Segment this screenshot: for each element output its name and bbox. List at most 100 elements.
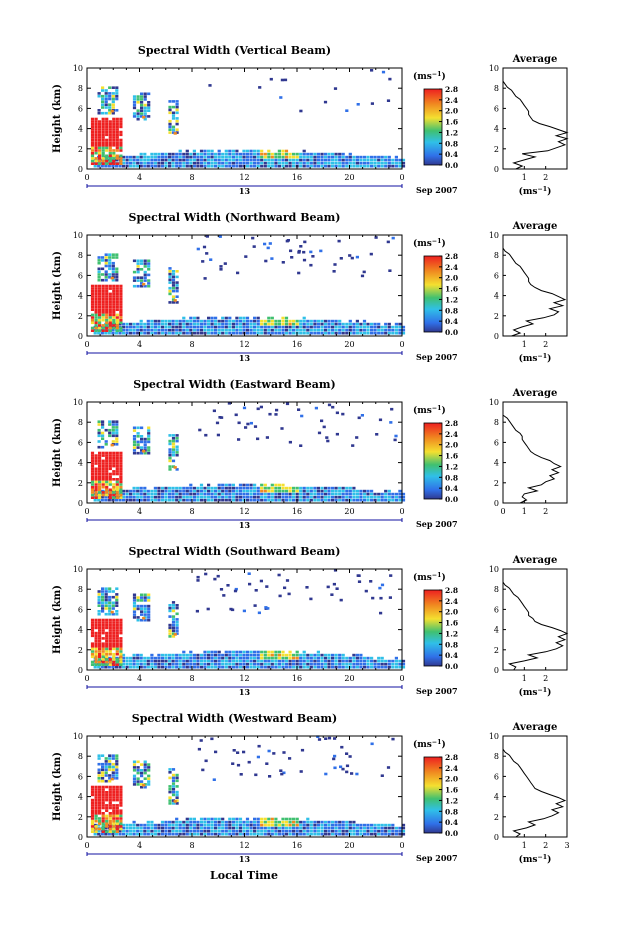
- heatmap-cell: [204, 433, 208, 437]
- heatmap-cell: [295, 820, 299, 824]
- heatmap-cell: [199, 495, 204, 499]
- heatmap-cell: [309, 832, 313, 836]
- heatmap-cell: [157, 161, 161, 165]
- heatmap-cell: [143, 164, 147, 168]
- heatmap-cell: [97, 768, 101, 772]
- heatmap-cell: [202, 245, 207, 249]
- heatmap-cell: [256, 659, 260, 663]
- heatmap-cell: [345, 486, 349, 490]
- heatmap-cell: [277, 331, 281, 335]
- heatmap-cell: [253, 164, 257, 168]
- heatmap-cell: [252, 245, 256, 248]
- heatmap-cell: [129, 823, 133, 827]
- heatmap-cell: [295, 662, 299, 666]
- heatmap-cell: [256, 407, 260, 411]
- heatmap-cell: [108, 94, 112, 98]
- heatmap-cell: [231, 829, 235, 833]
- heatmap-cell: [108, 146, 112, 150]
- heatmap-cell: [139, 486, 143, 490]
- heatmap-cell: [101, 462, 105, 465]
- heatmap-cell: [108, 472, 112, 476]
- heatmap-cell: [115, 420, 119, 423]
- heatmap-cell: [217, 319, 221, 323]
- heatmap-cell: [104, 111, 108, 115]
- heatmap-cell: [377, 659, 381, 663]
- heatmap-cell: [274, 155, 278, 159]
- heatmap-cell: [207, 662, 211, 666]
- heatmap-cell: [94, 663, 98, 666]
- heatmap-cell: [105, 806, 109, 810]
- heatmap-cell: [207, 492, 211, 496]
- heatmap-cell: [139, 656, 143, 660]
- heatmap-cell: [108, 590, 112, 593]
- heatmap-cell: [334, 498, 338, 502]
- heatmap-cell: [97, 423, 101, 426]
- heatmap-cell: [119, 303, 123, 306]
- heatmap-cell: [164, 328, 168, 332]
- heatmap-cell: [352, 656, 356, 660]
- heatmap-cell: [270, 152, 274, 156]
- colorbar-tick-label: 0.4: [445, 150, 458, 159]
- heatmap-cell: [242, 829, 246, 833]
- heatmap-cell: [302, 328, 306, 332]
- heatmap-cell: [274, 495, 278, 499]
- heatmap-cell: [143, 599, 147, 602]
- profile-frame: [502, 401, 568, 504]
- heatmap-cell: [168, 105, 172, 109]
- profile-y-tick-label: 0: [494, 499, 499, 508]
- heatmap-cell: [168, 468, 172, 471]
- heatmap-cell: [94, 120, 98, 123]
- heatmap-cell: [139, 152, 143, 156]
- heatmap-cell: [373, 155, 377, 159]
- heatmap-cell: [143, 328, 147, 332]
- heatmap-cell: [299, 832, 303, 836]
- heatmap-cell: [114, 832, 118, 836]
- heatmap-cell: [359, 826, 363, 830]
- heatmap-cell: [352, 826, 356, 830]
- heatmap-cell: [270, 829, 274, 833]
- heatmap-cell: [213, 577, 217, 581]
- heatmap-cell: [140, 259, 144, 263]
- heatmap-cell: [115, 762, 119, 766]
- x-tick-label: 8: [189, 173, 194, 182]
- heatmap-cell: [192, 164, 196, 168]
- heatmap-cell: [290, 256, 294, 259]
- heatmap-cell: [121, 653, 126, 657]
- heatmap-cell: [196, 316, 200, 320]
- heatmap-cell: [341, 653, 345, 657]
- heatmap-cell: [288, 325, 292, 329]
- panel-title: Spectral Width (Vertical Beam): [138, 44, 331, 57]
- x-tick-label: 16: [292, 841, 302, 850]
- heatmap-cell: [292, 322, 296, 326]
- heatmap-cell: [196, 155, 200, 159]
- heatmap-cell: [147, 437, 151, 441]
- heatmap-cell: [331, 662, 335, 666]
- heatmap-cell: [94, 287, 98, 290]
- heatmap-cell: [274, 659, 278, 663]
- heatmap-cell: [270, 662, 274, 666]
- heatmap-cell: [94, 819, 98, 823]
- heatmap-cell: [175, 103, 179, 106]
- heatmap-cell: [97, 595, 101, 599]
- heatmap-cell: [302, 250, 306, 254]
- heatmap-cell: [136, 284, 140, 288]
- heatmap-cell: [313, 656, 317, 660]
- heatmap-cell: [94, 634, 98, 638]
- heatmap-cell: [249, 665, 253, 669]
- heatmap-cell: [175, 620, 179, 624]
- heatmap-cell: [221, 158, 225, 162]
- heatmap-cell: [256, 495, 260, 499]
- heatmap-cell: [317, 738, 322, 741]
- heatmap-cell: [112, 814, 116, 818]
- heatmap-cell: [132, 596, 137, 599]
- heatmap-cell: [104, 774, 108, 777]
- heatmap-cell: [101, 111, 105, 115]
- heatmap-cell: [150, 498, 154, 502]
- heatmap-cell: [306, 829, 310, 833]
- heatmap-cell: [263, 322, 267, 326]
- heatmap-cell: [171, 489, 175, 493]
- heatmap-cell: [107, 665, 111, 669]
- heatmap-cell: [115, 612, 119, 616]
- heatmap-cell: [263, 829, 267, 833]
